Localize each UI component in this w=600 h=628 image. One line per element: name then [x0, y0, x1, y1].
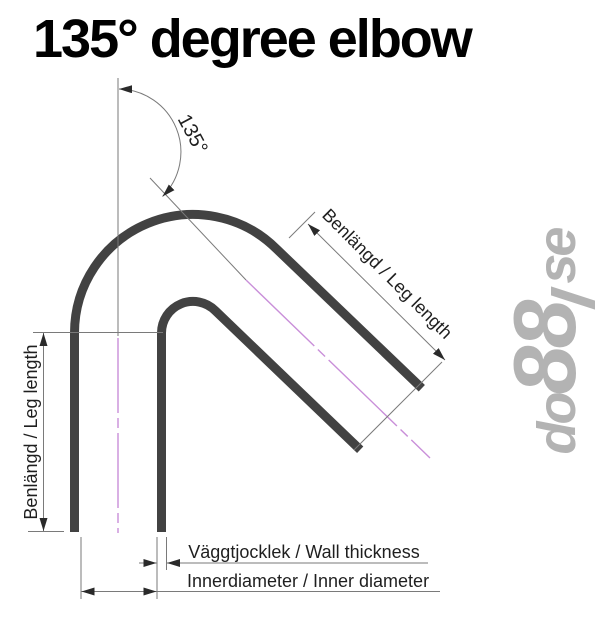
inner-diameter-label: Innerdiameter / Inner diameter — [187, 571, 429, 591]
wall-thickness-label: Väggtjocklek / Wall thickness — [188, 542, 419, 562]
right-leg-label: Benlängd / Leg length — [318, 205, 456, 343]
right-leg-dimension: Benlängd / Leg length — [288, 205, 456, 451]
inner-diameter-dimension: Innerdiameter / Inner diameter — [81, 571, 440, 596]
pipe-outer-wall — [70, 210, 425, 532]
angle-dimension: 135° — [118, 85, 212, 197]
do88-watermark-logo: do88 se — [495, 192, 595, 492]
watermark-se: se — [527, 229, 587, 284]
right-leg-start-extension-line — [288, 211, 316, 239]
right-leg-centerline — [245, 279, 431, 459]
left-leg-dimension: Benlängd / Leg length — [21, 332, 163, 532]
watermark-do: do — [527, 394, 587, 455]
pipe-body — [70, 210, 425, 532]
diagonal-centerline-extension — [149, 177, 247, 281]
watermark-88: 88 — [495, 302, 594, 395]
right-leg-dimension-line — [307, 223, 446, 361]
angle-dimension-arc — [118, 85, 182, 197]
wall-thickness-dimension: Väggtjocklek / Wall thickness — [80, 537, 428, 599]
left-leg-label: Benlängd / Leg length — [21, 344, 41, 519]
pipe-inner-wall — [156, 296, 364, 532]
page-title: 135° degree elbow — [33, 9, 473, 69]
right-leg-end-extension-line — [353, 361, 443, 451]
